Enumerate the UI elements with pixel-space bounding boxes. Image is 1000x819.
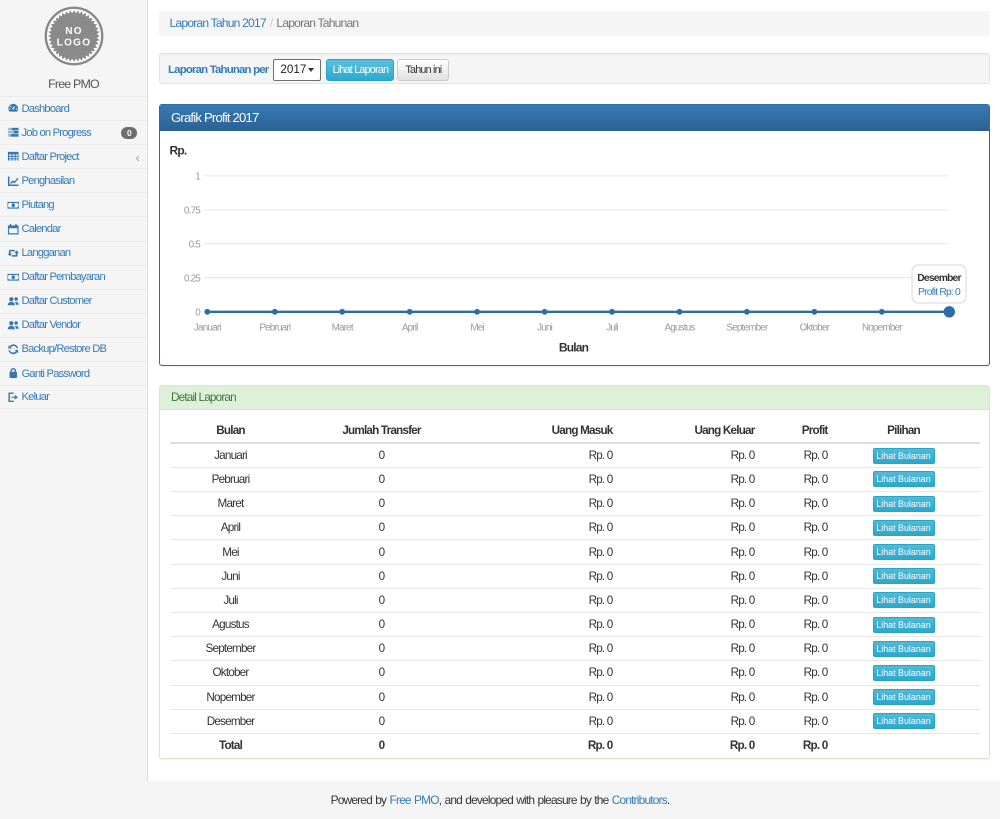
svg-text:0.25: 0.25 — [183, 273, 200, 284]
svg-text:April: April — [401, 322, 417, 333]
svg-text:Januari: Januari — [193, 322, 220, 333]
svg-text:0: 0 — [195, 307, 201, 318]
svg-text:Juli: Juli — [606, 322, 618, 333]
svg-text:Rp.: Rp. — [169, 143, 186, 157]
svg-text:Maret: Maret — [331, 322, 353, 333]
svg-text:0.5: 0.5 — [188, 239, 201, 250]
svg-text:Profit Rp: 0: Profit Rp: 0 — [918, 287, 961, 298]
svg-text:Mei: Mei — [470, 322, 484, 333]
svg-text:Juni: Juni — [537, 322, 553, 333]
svg-text:Pebruari: Pebruari — [259, 322, 291, 333]
svg-text:Agustus: Agustus — [664, 322, 695, 333]
svg-text:Oktober: Oktober — [799, 322, 830, 333]
svg-text:1: 1 — [195, 171, 201, 182]
svg-text:Bulan: Bulan — [558, 340, 588, 354]
svg-text:Nopember: Nopember — [861, 322, 902, 333]
svg-text:0.75: 0.75 — [183, 205, 200, 216]
svg-text:NO: NO — [65, 26, 83, 37]
svg-text:September: September — [726, 322, 769, 333]
svg-text:LOGO: LOGO — [57, 37, 92, 48]
svg-text:Desember: Desember — [917, 273, 961, 284]
